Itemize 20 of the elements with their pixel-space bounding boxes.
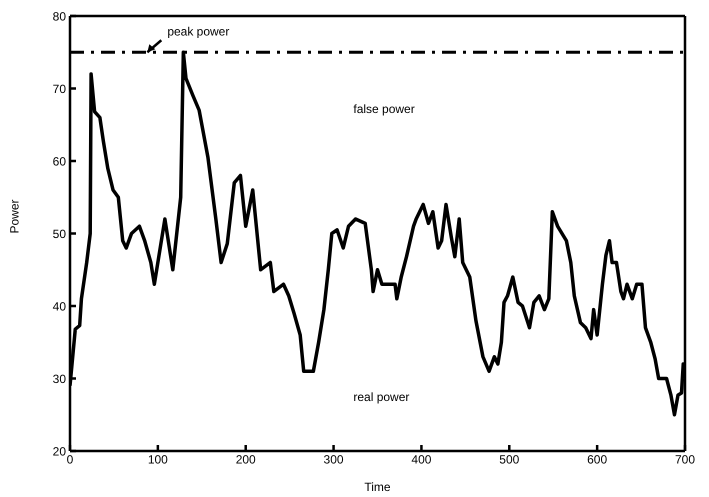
annotation: false power xyxy=(353,102,415,116)
x-tick-label: 200 xyxy=(236,452,256,467)
y-tick-label: 80 xyxy=(52,9,66,24)
y-tick-label: 30 xyxy=(52,372,66,386)
y-tick-label: 50 xyxy=(52,226,66,241)
x-axis-title: Time xyxy=(364,480,391,494)
y-tick-label: 60 xyxy=(52,154,66,168)
x-tick-label: 400 xyxy=(411,452,432,467)
annotation: peak power xyxy=(167,24,230,38)
y-tick-label: 40 xyxy=(52,299,66,314)
y-tick-label: 70 xyxy=(52,82,66,96)
x-tick-label: 500 xyxy=(499,452,520,467)
x-tick-label: 0 xyxy=(66,452,74,467)
annotation: real power xyxy=(353,390,410,404)
y-axis-title: Power xyxy=(7,199,22,234)
x-tick-label: 600 xyxy=(587,452,608,467)
x-tick-label: 300 xyxy=(324,452,344,467)
y-tick-label: 20 xyxy=(52,444,66,458)
x-tick-label: 100 xyxy=(148,452,168,467)
x-tick-label: 700 xyxy=(674,452,696,467)
